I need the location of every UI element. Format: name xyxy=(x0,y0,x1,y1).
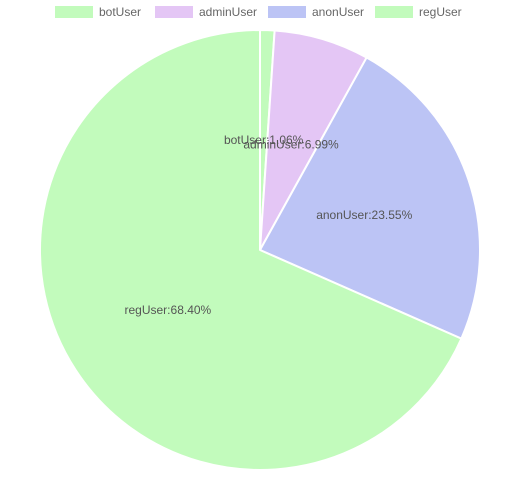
legend-swatch-regUser[interactable] xyxy=(375,6,413,18)
legend-swatch-anonUser[interactable] xyxy=(268,6,306,18)
legend-label-anonUser[interactable]: anonUser xyxy=(312,5,364,19)
legend-label-regUser[interactable]: regUser xyxy=(419,5,462,19)
slice-label-anonUser: anonUser:23.55% xyxy=(316,208,412,222)
legend-swatch-adminUser[interactable] xyxy=(155,6,193,18)
pie-slices xyxy=(39,29,481,471)
slice-label-regUser: regUser:68.40% xyxy=(125,303,212,317)
legend-label-botUser[interactable]: botUser xyxy=(99,5,141,19)
pie-slice-anonUser[interactable] xyxy=(259,56,481,340)
legend-label-adminUser[interactable]: adminUser xyxy=(199,5,257,19)
legend-swatch-botUser[interactable] xyxy=(55,6,93,18)
slice-label-adminUser: adminUser:6.99% xyxy=(243,137,339,151)
slice-label-botUser: botUser:1.06% xyxy=(224,133,304,147)
pie-slice-regUser[interactable] xyxy=(39,29,463,471)
slice-labels: botUser:1.06%adminUser:6.99% anonUser:23.… xyxy=(125,133,413,317)
chart-legend: botUser adminUser anonUser regUser xyxy=(55,5,462,19)
